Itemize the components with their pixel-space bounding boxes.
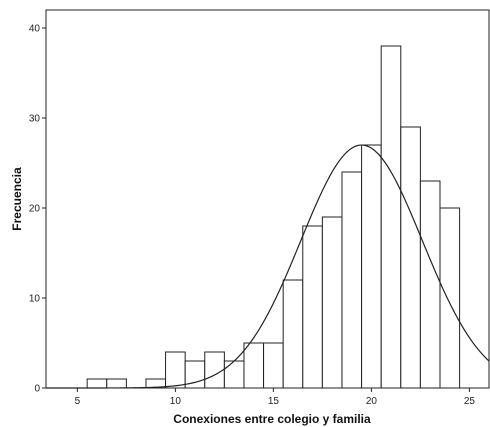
histogram-bar (282, 279, 304, 389)
x-tick-label: 20 (366, 396, 378, 407)
histogram-bar (86, 378, 108, 389)
histogram-bar (380, 45, 402, 389)
x-axis-title: Conexiones entre colegio y familia (173, 412, 371, 426)
histogram-bar (419, 180, 441, 389)
x-tick-label: 25 (464, 396, 476, 407)
y-tick-label: 30 (29, 114, 41, 125)
y-tick-label: 40 (29, 24, 41, 35)
histogram-bar (204, 351, 225, 389)
y-tick-label: 10 (29, 294, 41, 305)
histogram-bar (361, 144, 382, 389)
histogram-bar (165, 351, 186, 389)
histogram-bar (400, 126, 421, 389)
histogram-bar (243, 342, 265, 389)
y-axis-title: Frecuencia (10, 167, 24, 231)
x-tick-label: 10 (170, 396, 182, 407)
x-tick-label: 5 (75, 396, 81, 407)
histogram-bar (439, 207, 461, 389)
histogram-bar (302, 225, 323, 389)
y-tick-label: 20 (29, 204, 41, 215)
histogram-bar (341, 171, 363, 389)
y-axis: 0 10 20 30 40 (29, 24, 46, 395)
histogram-bar (321, 216, 343, 389)
bars-group (86, 45, 461, 389)
x-tick-label: 15 (268, 396, 280, 407)
x-axis: 5 10 15 20 25 (75, 388, 476, 407)
histogram-bar (223, 360, 245, 389)
histogram-bar (263, 342, 284, 389)
y-tick-label: 0 (34, 384, 40, 395)
normal-curve (46, 144, 490, 389)
histogram-bar (106, 378, 127, 389)
